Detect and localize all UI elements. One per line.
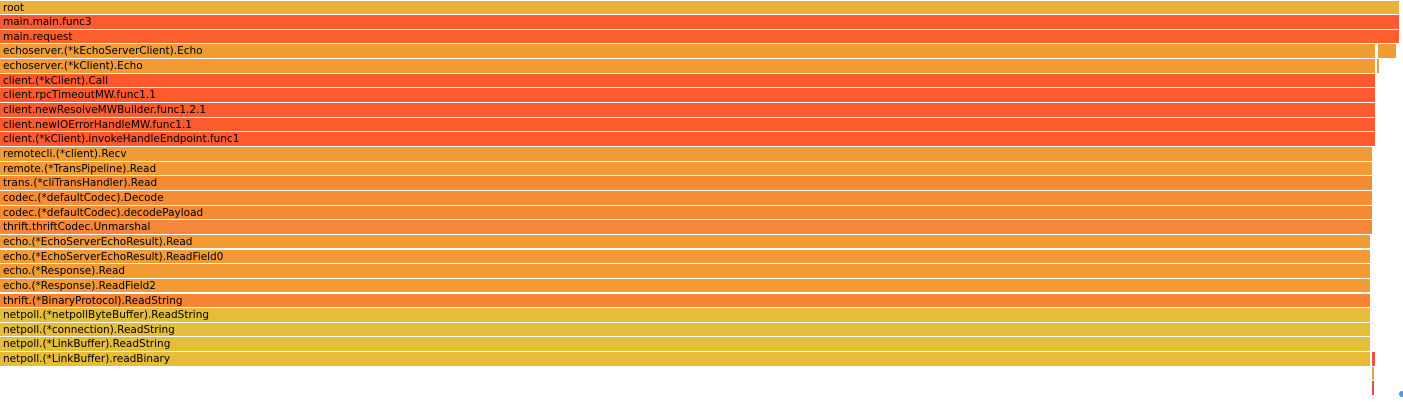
flame-frame[interactable]: echoserver.(*kEchoServerClient).Echo [0, 44, 1376, 59]
flame-frame[interactable]: client.(*kClient).invokeHandleEndpoint.f… [0, 132, 1376, 146]
flame-frame[interactable]: thrift.(*BinaryProtocol).ReadString [0, 293, 1370, 308]
flame-frame[interactable]: thrift.thriftCodec.Unmarshal [0, 220, 1373, 234]
flame-frame[interactable] [1378, 44, 1397, 59]
flame-frame[interactable] [1377, 59, 1380, 73]
flame-frame[interactable] [1372, 366, 1375, 381]
flame-frame[interactable]: echo.(*Response).ReadField2 [0, 278, 1370, 293]
flame-frame[interactable] [1372, 352, 1375, 366]
flame-frame[interactable]: remotecli.(*client).Recv [0, 147, 1373, 161]
flame-frame[interactable] [1372, 381, 1375, 395]
flame-frame[interactable]: main.request [0, 29, 1399, 44]
flame-frame[interactable]: trans.(*cliTransHandler).Read [0, 176, 1373, 190]
flame-frame[interactable]: client.(*kClient).Call [0, 73, 1376, 88]
flame-frame[interactable]: root [0, 0, 1399, 15]
scroll-indicator[interactable] [1399, 391, 1403, 397]
flame-frame[interactable]: echo.(*EchoServerEchoResult).ReadField0 [0, 249, 1370, 264]
flame-frame[interactable]: codec.(*defaultCodec).Decode [0, 190, 1373, 205]
flame-frame[interactable]: echo.(*Response).Read [0, 264, 1370, 278]
flame-frame[interactable]: netpoll.(*netpollByteBuffer).ReadString [0, 308, 1370, 322]
flame-frame[interactable]: netpoll.(*LinkBuffer).ReadString [0, 337, 1370, 352]
flame-frame[interactable]: echoserver.(*kClient).Echo [0, 59, 1376, 73]
flame-frame[interactable]: echo.(*EchoServerEchoResult).Read [0, 234, 1370, 249]
flame-frame[interactable]: main.main.func3 [0, 15, 1399, 29]
flame-frame[interactable]: client.newResolveMWBuilder.func1.2.1 [0, 103, 1376, 117]
flame-frame[interactable]: remote.(*TransPipeline).Read [0, 161, 1373, 176]
flame-frame[interactable]: client.newIOErrorHandleMW.func1.1 [0, 117, 1376, 132]
flame-frame[interactable]: netpoll.(*connection).ReadString [0, 322, 1370, 337]
flame-frame[interactable]: codec.(*defaultCodec).decodePayload [0, 205, 1373, 220]
flame-frame[interactable]: client.rpcTimeoutMW.func1.1 [0, 88, 1376, 102]
flame-frame[interactable]: netpoll.(*LinkBuffer).readBinary [0, 352, 1370, 366]
